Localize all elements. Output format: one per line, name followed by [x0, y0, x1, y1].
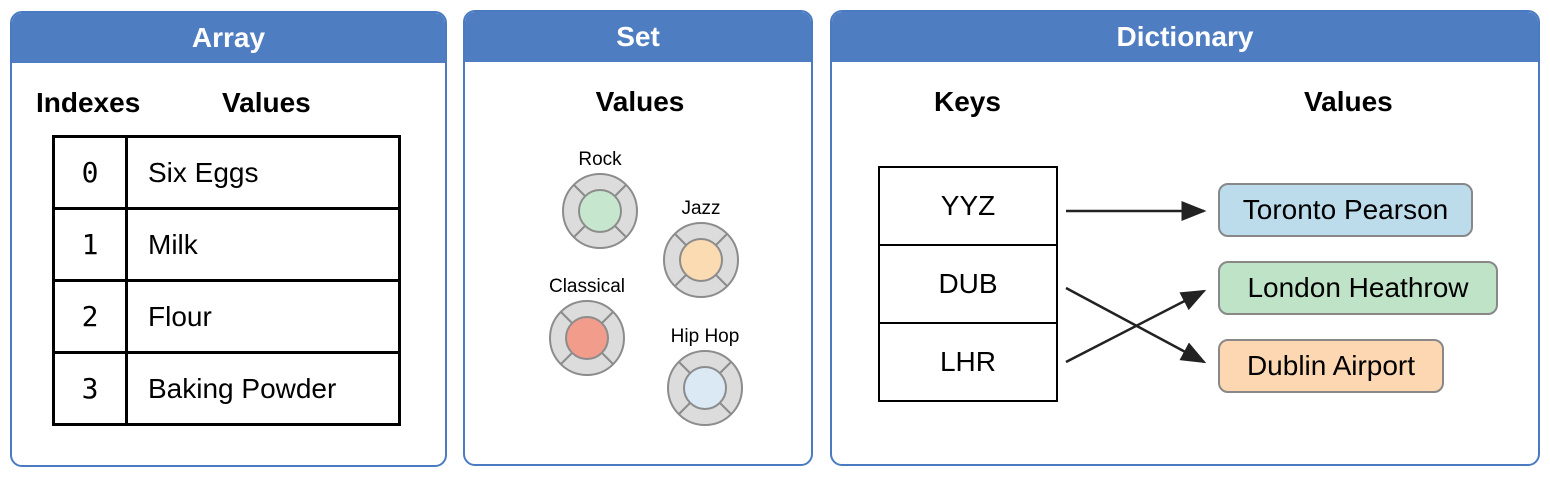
set-item-rock-dial [562, 173, 638, 249]
array-row: 1 Milk [52, 207, 401, 282]
dictionary-key-cell: DUB [880, 246, 1056, 324]
array-row: 3 Baking Powder [52, 351, 401, 426]
dictionary-value-dublin: Dublin Airport [1218, 339, 1444, 393]
set-item-hiphop-dial [667, 350, 743, 426]
array-row: 0 Six Eggs [52, 135, 401, 210]
set-item-classical-dial [549, 300, 625, 376]
dictionary-value-london: London Heathrow [1218, 261, 1498, 315]
array-value-cell: Baking Powder [125, 351, 401, 426]
array-index-cell: 3 [52, 351, 128, 426]
set-item-jazz-dial [663, 222, 739, 298]
set-item-hiphop-label: Hip Hop [670, 326, 740, 347]
array-value-cell: Milk [125, 207, 401, 282]
dictionary-arrows [1065, 201, 1207, 364]
set-values-heading: Values [595, 86, 685, 117]
dictionary-values-heading: Values [1304, 86, 1393, 117]
dictionary-keys-heading: Keys [934, 86, 1001, 117]
dictionary-key-cell: YYZ [880, 168, 1056, 246]
arrow-dub-to-dublin [1065, 286, 1207, 364]
array-panel: Array Indexes Values 0 Six Eggs 1 Milk 2… [10, 11, 447, 467]
array-index-cell: 0 [52, 135, 128, 210]
set-panel: Set Values [463, 10, 813, 466]
array-table: 0 Six Eggs 1 Milk 2 Flour 3 Baking Powde… [52, 135, 401, 426]
set-panel-title: Set [465, 12, 811, 62]
array-value-cell: Six Eggs [125, 135, 401, 210]
arrow-lhr-to-london [1065, 289, 1207, 364]
array-panel-title: Array [12, 13, 445, 63]
set-item-rock-label: Rock [578, 149, 622, 170]
set-item-classical-label: Classical [548, 276, 626, 297]
set-item-jazz-label: Jazz [681, 198, 721, 219]
array-index-cell: 2 [52, 279, 128, 354]
array-value-cell: Flour [125, 279, 401, 354]
dictionary-value-toronto: Toronto Pearson [1218, 183, 1473, 237]
dictionary-panel-title: Dictionary [832, 12, 1538, 62]
dictionary-panel: Dictionary Keys Values YYZ DUB LHR Toron… [830, 10, 1540, 466]
array-indexes-heading: Indexes [36, 87, 141, 118]
dictionary-keys-table: YYZ DUB LHR [878, 166, 1058, 402]
set-dials [549, 173, 743, 426]
array-index-cell: 1 [52, 207, 128, 282]
array-row: 2 Flour [52, 279, 401, 354]
array-values-heading: Values [222, 87, 311, 118]
dictionary-key-cell: LHR [939, 346, 996, 377]
